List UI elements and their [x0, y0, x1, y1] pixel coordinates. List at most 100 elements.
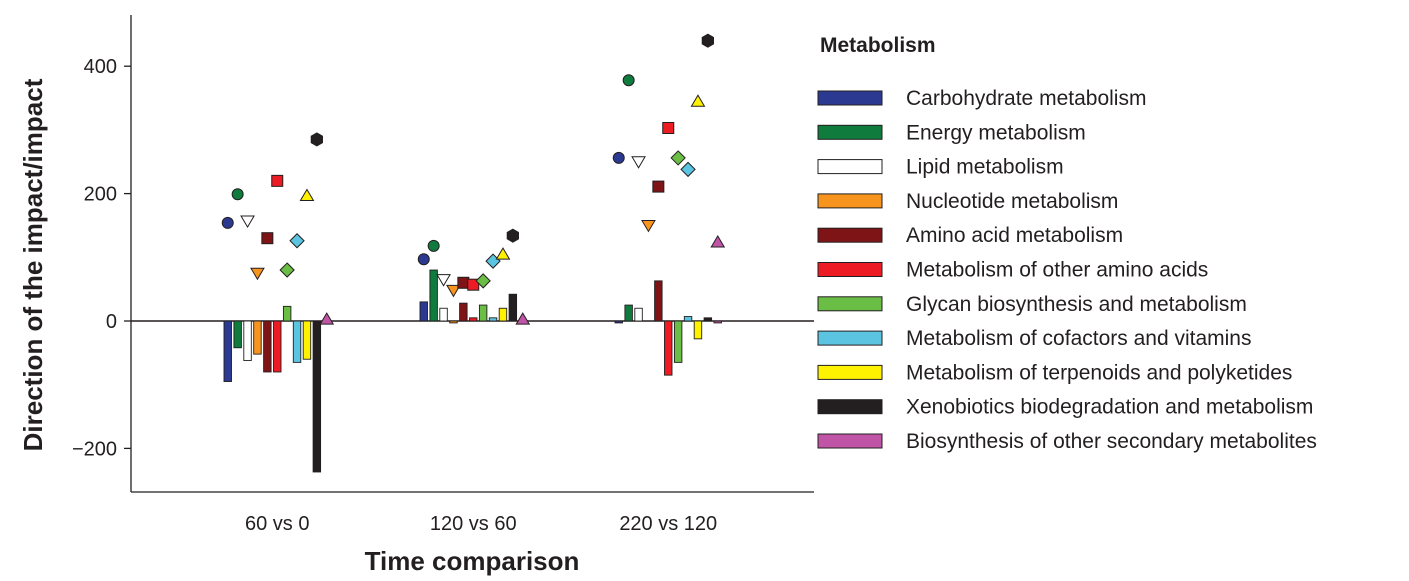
impact-marker — [622, 74, 635, 87]
bar — [253, 320, 262, 355]
legend-label: Glycan biosynthesis and metabolism — [906, 293, 1247, 316]
impact-marker — [250, 267, 265, 281]
bar — [478, 304, 488, 322]
legend-swatch — [817, 159, 883, 175]
y-axis-title: Direction of the impact/impact — [18, 78, 48, 451]
legend-label: Xenobiotics biodegradation and metabolis… — [906, 396, 1313, 419]
impact-marker — [436, 274, 451, 287]
impact-marker — [457, 276, 470, 289]
legend-label: Metabolism of cofactors and vitamins — [906, 327, 1251, 350]
legend-label: Amino acid metabolism — [906, 224, 1123, 247]
legend-swatch — [817, 193, 883, 209]
impact-marker — [240, 215, 255, 228]
legend-label: Metabolism of terpenoids and polyketides — [906, 361, 1292, 384]
bar — [614, 320, 623, 324]
legend-title: Metabolism — [820, 34, 936, 57]
impact-marker — [467, 278, 480, 291]
bar — [419, 301, 428, 322]
legend-swatch — [817, 227, 883, 243]
x-axis-title: Time comparison — [365, 546, 580, 576]
impact-marker — [662, 121, 675, 134]
bar — [488, 317, 498, 322]
bar — [439, 307, 448, 322]
impact-marker — [515, 312, 531, 325]
impact-marker — [612, 151, 625, 164]
bar — [713, 320, 722, 324]
bar — [693, 320, 703, 340]
bar — [312, 320, 322, 473]
legend-item: Metabolism of cofactors and vitamins — [817, 327, 1251, 350]
bar — [703, 317, 713, 322]
legend-item: Metabolism of terpenoids and polyketides — [817, 361, 1292, 384]
bar — [233, 320, 242, 349]
chart-bars — [223, 269, 722, 473]
y-tick-label: 400 — [84, 56, 117, 78]
bar — [263, 320, 272, 373]
impact-marker — [279, 262, 295, 278]
bar — [292, 320, 302, 363]
bar — [508, 293, 518, 322]
bar — [223, 320, 232, 382]
impact-marker — [710, 235, 726, 248]
legend-swatch — [817, 364, 883, 380]
impact-marker — [475, 273, 491, 289]
legend-item: Nucleotide metabolism — [817, 190, 1118, 213]
bar — [664, 320, 673, 376]
bar — [498, 307, 508, 322]
bar — [634, 307, 643, 322]
chart-markers — [221, 33, 726, 325]
legend-swatch — [817, 296, 883, 312]
legend-item: Biosynthesis of other secondary metaboli… — [817, 430, 1317, 453]
legend-item: Energy metabolism — [817, 121, 1086, 144]
impact-marker — [271, 174, 284, 187]
bar — [243, 320, 252, 361]
y-tick-label: −200 — [72, 438, 117, 460]
impact-marker — [427, 239, 440, 252]
x-tick-label: 60 vs 0 — [245, 513, 309, 535]
bar — [469, 317, 478, 322]
impact-marker — [231, 188, 244, 201]
bar — [429, 269, 438, 322]
legend-item: Glycan biosynthesis and metabolism — [817, 293, 1247, 316]
impact-marker — [631, 156, 646, 169]
bar — [449, 320, 458, 324]
impact-marker — [319, 312, 335, 325]
bar — [683, 316, 693, 322]
impact-marker — [446, 284, 461, 298]
impact-marker — [680, 161, 696, 178]
legend-swatch — [817, 90, 883, 106]
y-tick-label: 0 — [106, 311, 117, 333]
legend-label: Carbohydrate metabolism — [906, 87, 1146, 110]
impact-marker — [652, 180, 665, 193]
impact-marker — [701, 33, 714, 48]
legend-label: Metabolism of other amino acids — [906, 259, 1208, 282]
legend-swatch — [817, 330, 883, 346]
legend-swatch — [817, 399, 883, 415]
bar — [654, 280, 663, 322]
legend-item: Metabolism of other amino acids — [817, 259, 1208, 282]
legend-swatch — [817, 124, 883, 140]
bar — [302, 320, 312, 360]
bar — [459, 302, 468, 322]
legend-swatch — [817, 262, 883, 277]
impact-marker — [299, 188, 315, 202]
bar — [624, 304, 633, 322]
impact-marker — [289, 233, 305, 249]
legend-item: Carbohydrate metabolism — [817, 87, 1146, 110]
x-tick-label: 220 vs 120 — [619, 513, 717, 535]
bar — [282, 305, 292, 322]
x-tick-label: 120 vs 60 — [430, 513, 517, 535]
legend-label: Energy metabolism — [906, 121, 1086, 144]
impact-marker — [495, 247, 511, 260]
legend-item: Lipid metabolism — [817, 156, 1064, 179]
impact-marker — [310, 132, 323, 147]
chart-legend: Metabolism Carbohydrate metabolism Energy … — [817, 34, 1317, 453]
impact-marker — [641, 219, 656, 233]
impact-marker — [221, 216, 234, 229]
impact-marker — [506, 228, 519, 243]
bar — [673, 320, 683, 363]
legend-label: Nucleotide metabolism — [906, 190, 1118, 213]
legend-item: Amino acid metabolism — [817, 224, 1123, 247]
legend-item: Xenobiotics biodegradation and metabolis… — [817, 396, 1313, 419]
